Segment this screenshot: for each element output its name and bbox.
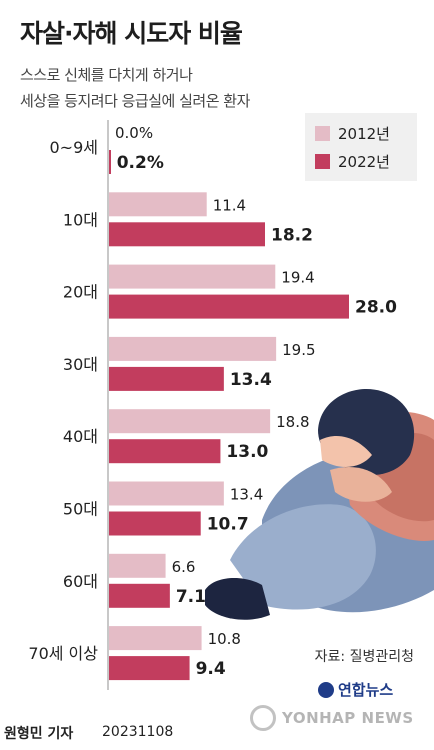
legend: 2012년 2022년 bbox=[305, 113, 417, 181]
value-label-2022: 7.1 bbox=[176, 587, 206, 607]
bar-2012 bbox=[109, 336, 277, 361]
value-label-2012: 13.4 bbox=[230, 486, 263, 504]
value-label-2012: 10.8 bbox=[208, 630, 241, 648]
bar-2012 bbox=[109, 264, 276, 289]
value-label-2012: 0.0% bbox=[115, 124, 153, 142]
brand-logo-icon bbox=[318, 681, 334, 698]
bar-2012 bbox=[109, 192, 207, 217]
bar-2022 bbox=[109, 294, 349, 319]
chart-title: 자살·자해 시도자 비율 bbox=[20, 19, 243, 48]
value-label-2022: 18.2 bbox=[271, 225, 313, 245]
bar-2012 bbox=[109, 626, 202, 651]
brand-logo: 연합뉴스 bbox=[318, 679, 393, 700]
watermark: YONHAP NEWS bbox=[250, 705, 414, 731]
value-label-2012: 19.5 bbox=[282, 341, 315, 359]
subtitle-line-2: 세상을 등지려다 응급실에 실려온 환자 bbox=[20, 92, 250, 110]
watermark-logo-icon bbox=[250, 705, 276, 731]
bar-2012 bbox=[109, 409, 271, 434]
bar-chart: 0~9세 0.0% 0.2% 10대 11.4 18.2 20대 19.4 28.0 30대 19.… bbox=[28, 120, 434, 690]
category-label: 0~9세 bbox=[50, 138, 99, 157]
value-label-2022: 9.4 bbox=[196, 659, 226, 679]
subtitle-line-1: 스스로 신체를 다치게 하거나 bbox=[20, 66, 193, 84]
value-label-2012: 6.6 bbox=[172, 558, 196, 576]
bar-2022 bbox=[109, 583, 170, 608]
category-label: 30대 bbox=[63, 355, 98, 374]
distressed-person-illustration bbox=[205, 389, 434, 620]
category-label: 50대 bbox=[63, 500, 98, 519]
category-label: 70세 이상 bbox=[28, 644, 98, 663]
bar-2022 bbox=[109, 222, 265, 247]
value-label-2012: 11.4 bbox=[213, 196, 246, 214]
bar-2022 bbox=[109, 656, 190, 681]
bar-2012 bbox=[109, 481, 224, 506]
bar-2022 bbox=[109, 511, 201, 536]
publish-date: 20231108 bbox=[102, 724, 174, 740]
category-label: 10대 bbox=[63, 210, 98, 229]
category-label: 20대 bbox=[63, 283, 98, 302]
brand-name: 연합뉴스 bbox=[338, 681, 394, 699]
value-label-2022: 0.2% bbox=[117, 153, 164, 173]
watermark-text: YONHAP NEWS bbox=[282, 709, 414, 727]
value-label-2022: 28.0 bbox=[355, 298, 397, 318]
legend-label-2022: 2022년 bbox=[338, 152, 390, 171]
bar-2022 bbox=[109, 366, 224, 391]
legend-item-2022: 2022년 bbox=[315, 151, 390, 171]
author-credit: 원형민 기자 bbox=[4, 726, 74, 742]
value-label-2022: 13.0 bbox=[226, 442, 268, 462]
value-label-2012: 19.4 bbox=[281, 269, 314, 287]
legend-swatch-2012 bbox=[315, 125, 330, 141]
category-label: 40대 bbox=[63, 427, 98, 446]
source-note: 자료: 질병관리청 bbox=[314, 649, 414, 665]
bar-2012 bbox=[109, 553, 166, 578]
legend-label-2012: 2012년 bbox=[338, 124, 390, 143]
bar-2022 bbox=[109, 150, 111, 174]
category-label: 60대 bbox=[63, 572, 98, 591]
legend-swatch-2022 bbox=[315, 153, 330, 169]
value-label-2012: 18.8 bbox=[276, 413, 309, 431]
bar-2022 bbox=[109, 439, 221, 464]
value-label-2022: 10.7 bbox=[207, 515, 249, 535]
legend-item-2012: 2012년 bbox=[315, 123, 390, 143]
value-label-2022: 13.4 bbox=[230, 370, 272, 390]
